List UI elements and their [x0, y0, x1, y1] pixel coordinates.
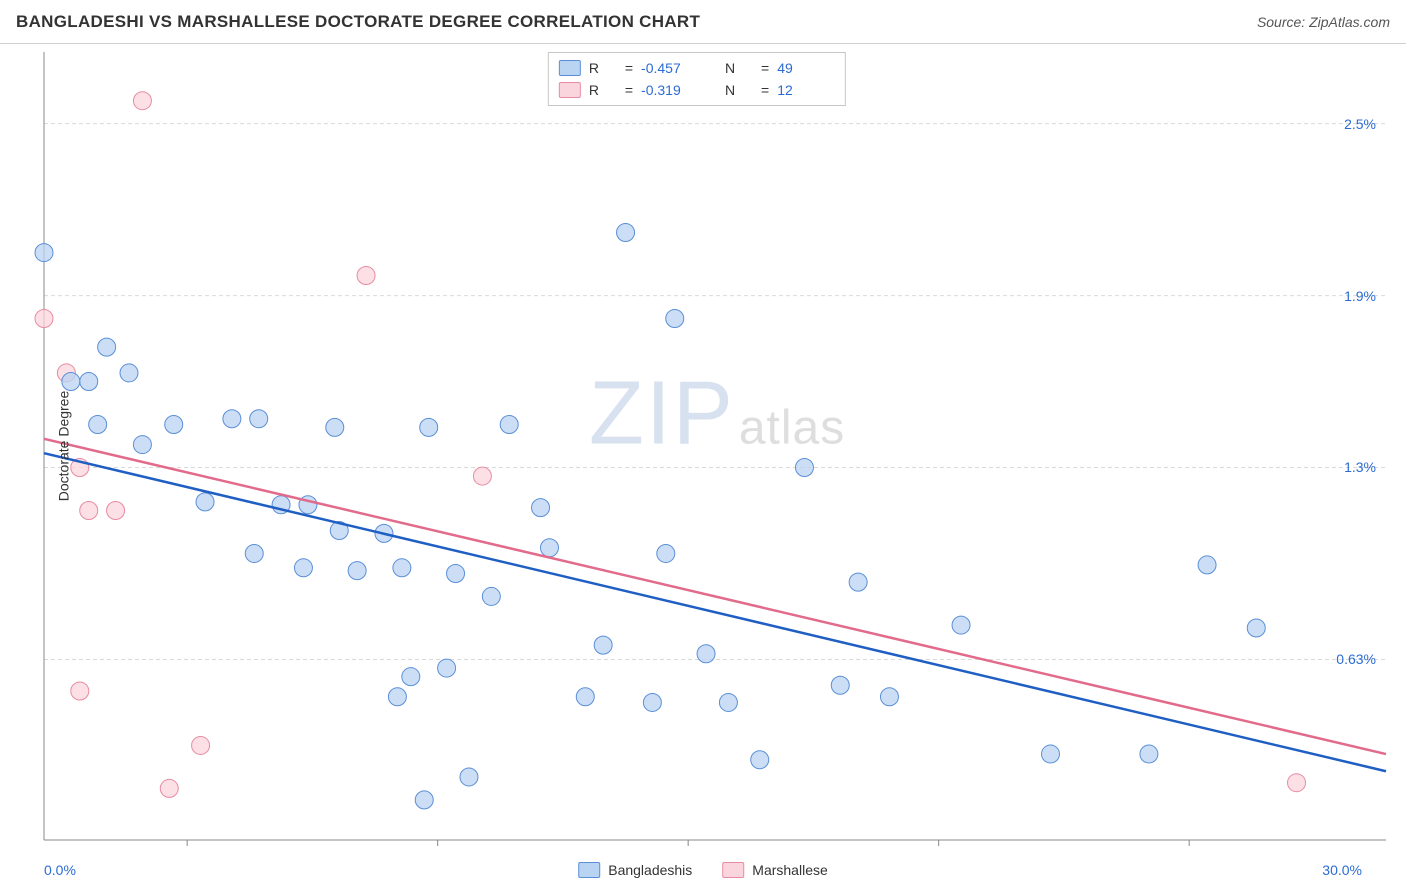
legend-eq: =	[625, 60, 633, 76]
y-tick-label: 2.5%	[1344, 116, 1376, 132]
y-tick-label: 0.63%	[1336, 651, 1376, 667]
chart-area: Doctorate Degree ZIP atlas 2.5%1.9%1.3%0…	[0, 44, 1406, 848]
chart-title: BANGLADESHI VS MARSHALLESE DOCTORATE DEG…	[16, 12, 700, 32]
correlation-legend: R = -0.457 N = 49 R = -0.319 N = 12	[548, 52, 846, 106]
y-tick-label: 1.3%	[1344, 459, 1376, 475]
source-attribution: Source: ZipAtlas.com	[1257, 14, 1390, 30]
legend-swatch-1b	[722, 862, 744, 878]
legend-R-value-1: -0.319	[641, 82, 695, 98]
legend-R-label: R	[589, 82, 617, 98]
legend-swatch-0b	[578, 862, 600, 878]
legend-N-label: N	[725, 82, 753, 98]
legend-item-1: Marshallese	[722, 862, 827, 878]
legend-row-series-1: R = -0.319 N = 12	[559, 79, 831, 101]
legend-swatch-0	[559, 60, 581, 76]
legend-label-1: Marshallese	[752, 862, 827, 878]
legend-eq: =	[761, 60, 769, 76]
legend-N-value-1: 12	[777, 82, 831, 98]
series-legend: Bangladeshis Marshallese	[578, 862, 828, 878]
x-axis-max-label: 30.0%	[1322, 862, 1362, 878]
y-tick-label: 1.9%	[1344, 288, 1376, 304]
legend-label-0: Bangladeshis	[608, 862, 692, 878]
legend-swatch-1	[559, 82, 581, 98]
legend-item-0: Bangladeshis	[578, 862, 692, 878]
legend-N-label: N	[725, 60, 753, 76]
legend-N-value-0: 49	[777, 60, 831, 76]
legend-R-value-0: -0.457	[641, 60, 695, 76]
scatter-plot-svg	[0, 44, 1406, 848]
legend-R-label: R	[589, 60, 617, 76]
x-axis-min-label: 0.0%	[44, 862, 76, 878]
chart-footer: 0.0% Bangladeshis Marshallese 30.0%	[0, 848, 1406, 892]
legend-row-series-0: R = -0.457 N = 49	[559, 57, 831, 79]
y-axis-label: Doctorate Degree	[55, 391, 71, 502]
legend-eq: =	[625, 82, 633, 98]
chart-header: BANGLADESHI VS MARSHALLESE DOCTORATE DEG…	[0, 0, 1406, 44]
legend-eq: =	[761, 82, 769, 98]
